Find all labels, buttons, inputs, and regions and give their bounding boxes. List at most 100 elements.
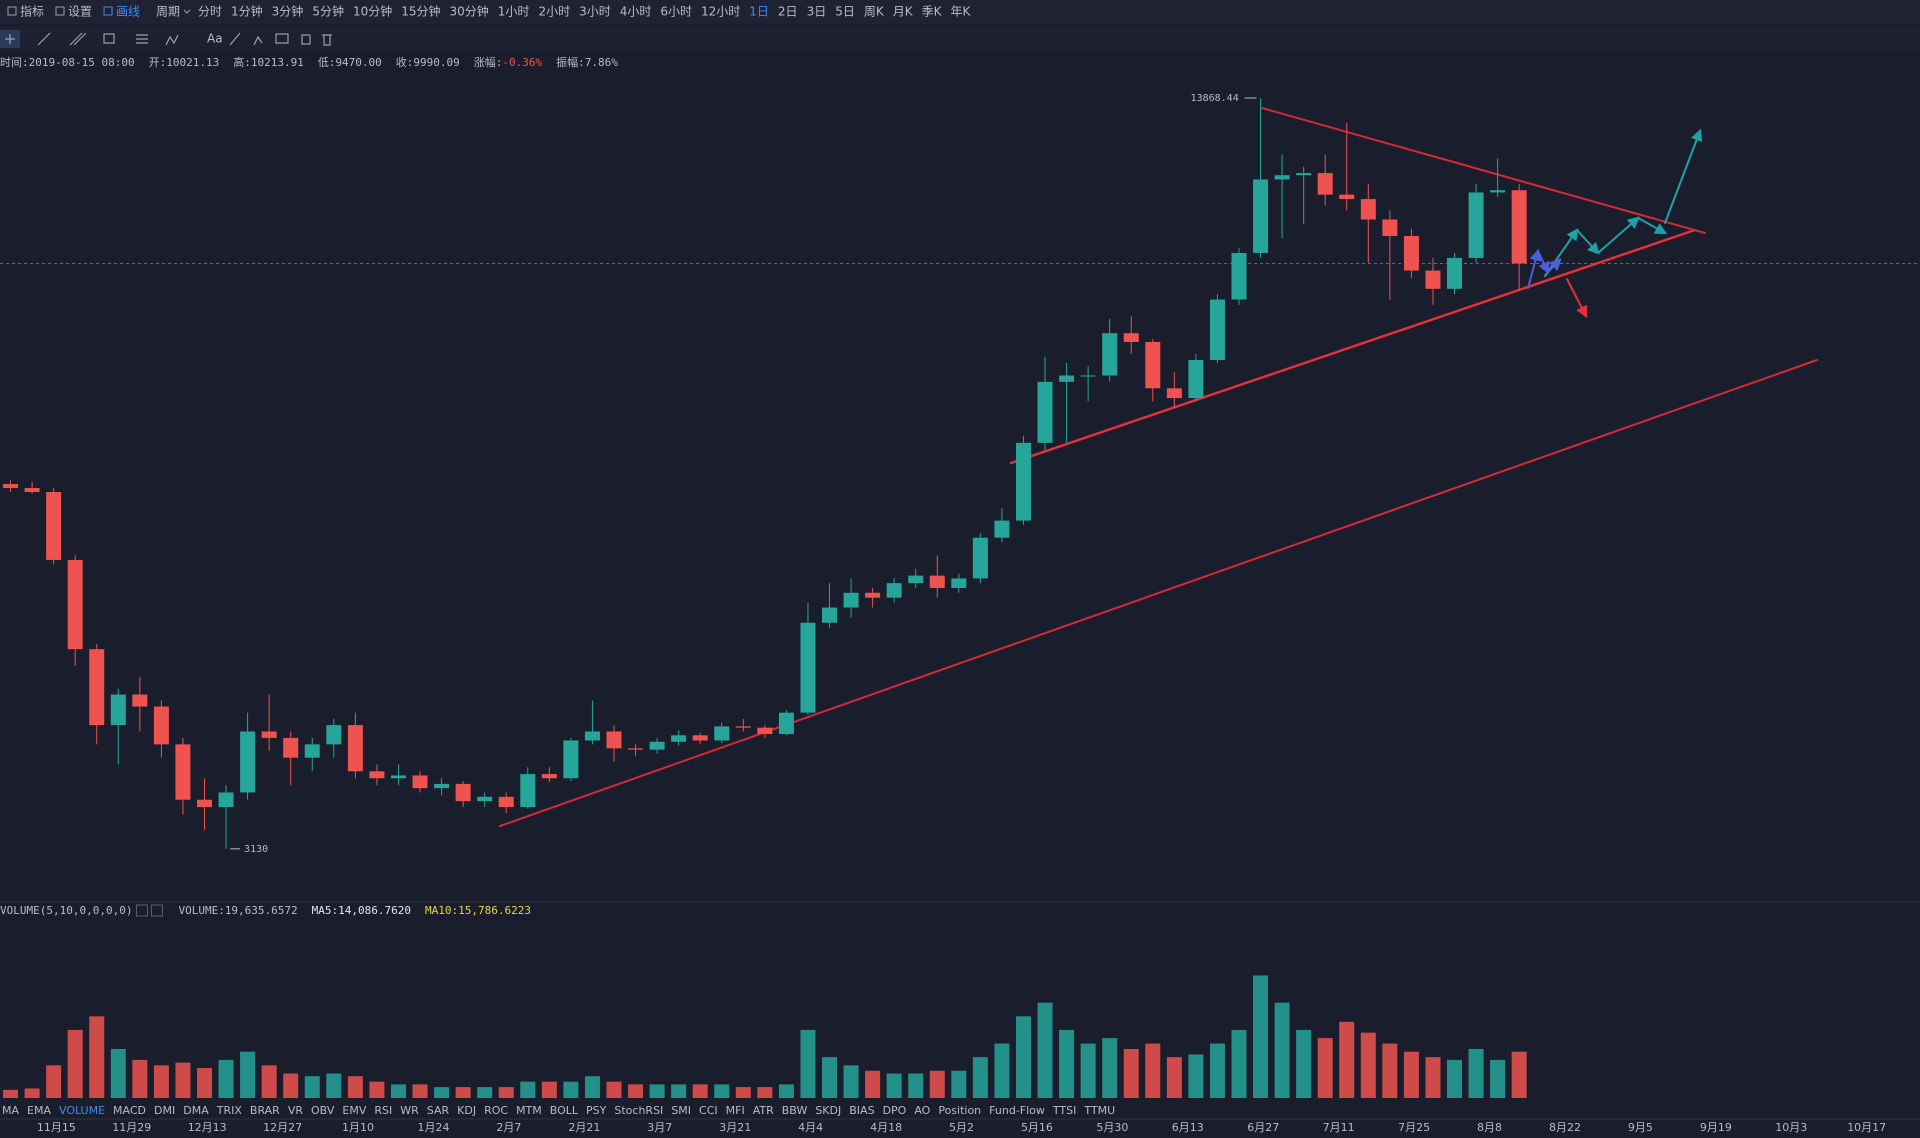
volume-bar xyxy=(520,1081,536,1098)
close-btn[interactable] xyxy=(150,904,163,917)
candle-body xyxy=(3,484,19,489)
period-option[interactable]: 6小时 xyxy=(660,5,692,19)
candle-body xyxy=(477,796,493,802)
indicator-tab[interactable]: OBV xyxy=(311,1104,335,1117)
candle-body xyxy=(606,731,622,749)
period-option[interactable]: 1小时 xyxy=(498,5,530,19)
period-option[interactable]: 分时 xyxy=(198,5,222,19)
period-option[interactable]: 3日 xyxy=(807,5,827,19)
period-option[interactable]: 5分钟 xyxy=(312,4,344,19)
indicator-tab[interactable]: SAR xyxy=(427,1104,450,1117)
indicator-tab[interactable]: Fund-Flow xyxy=(989,1104,1045,1117)
indicator-tab[interactable]: ROC xyxy=(484,1104,508,1117)
period-option[interactable]: 2小时 xyxy=(538,5,570,19)
candle-body xyxy=(908,575,924,584)
period-option[interactable]: 年K xyxy=(950,5,971,19)
period-option[interactable]: 15分钟 xyxy=(401,4,440,19)
indicator-tab[interactable]: ATR xyxy=(753,1104,774,1117)
volume-bar xyxy=(671,1084,687,1098)
volume-bar xyxy=(369,1081,385,1098)
indicator-tab[interactable]: MFI xyxy=(726,1104,745,1117)
indicator-tab[interactable]: VR xyxy=(288,1104,304,1117)
info-value: 10213.91 xyxy=(251,56,304,69)
period-option[interactable]: 周K xyxy=(864,5,885,19)
indicator-tab[interactable]: BOLL xyxy=(550,1104,579,1117)
period-option[interactable]: 1日 xyxy=(749,5,769,19)
candle-body xyxy=(1253,179,1269,253)
candle-body xyxy=(347,725,363,772)
indicator-tab[interactable]: RSI xyxy=(374,1104,392,1117)
indicator-tab[interactable]: EMV xyxy=(342,1104,366,1117)
period-label[interactable]: 周期 xyxy=(156,5,180,19)
candle-body xyxy=(175,744,191,800)
indicator-tab[interactable]: DMI xyxy=(154,1104,175,1117)
candle-body xyxy=(1511,190,1527,264)
candle-body xyxy=(304,744,320,758)
x-tick-label: 2月21 xyxy=(568,1121,600,1134)
candle-body xyxy=(1015,442,1031,521)
period-option[interactable]: 季K xyxy=(922,5,943,19)
indicator-tab[interactable]: StochRSI xyxy=(614,1104,663,1117)
indicator-tab[interactable]: DPO xyxy=(883,1104,907,1117)
indicator-tab[interactable]: KDJ xyxy=(457,1104,476,1117)
dropdown-caret xyxy=(183,9,191,14)
indicator-tab[interactable]: PSY xyxy=(586,1104,607,1117)
indicator-tab[interactable]: SMI xyxy=(671,1104,691,1117)
candle-body xyxy=(24,488,40,493)
indicator-tab[interactable]: BIAS xyxy=(849,1104,874,1117)
toolbar-item[interactable]: 画线 xyxy=(116,5,140,19)
indicator-tab[interactable]: WR xyxy=(400,1104,419,1117)
toolbar-icon xyxy=(55,6,65,16)
candle-body xyxy=(1037,381,1053,443)
indicator-tab[interactable]: BRAR xyxy=(250,1104,280,1117)
period-option[interactable]: 12小时 xyxy=(701,5,740,19)
indicator-tab[interactable]: CCI xyxy=(699,1104,718,1117)
indicator-tab[interactable]: VOLUME xyxy=(59,1104,105,1117)
period-option[interactable]: 1分钟 xyxy=(231,4,263,19)
indicator-tab[interactable]: MTM xyxy=(516,1104,542,1117)
x-tick-label: 2月7 xyxy=(496,1121,521,1134)
candle-body xyxy=(671,735,687,742)
period-option[interactable]: 2日 xyxy=(778,5,798,19)
indicator-tab[interactable]: DMA xyxy=(183,1104,209,1117)
period-option[interactable]: 4小时 xyxy=(620,5,652,19)
candle-body xyxy=(1080,375,1096,377)
indicator-tab[interactable]: TRIX xyxy=(216,1104,243,1117)
volume-bar xyxy=(326,1073,342,1098)
candle-body xyxy=(563,740,579,779)
period-option[interactable]: 3小时 xyxy=(579,5,611,19)
candle-body xyxy=(886,583,902,598)
period-option[interactable]: 3分钟 xyxy=(272,4,304,19)
volume-bar xyxy=(886,1073,902,1098)
period-option[interactable]: 10分钟 xyxy=(353,4,392,19)
volume-bar xyxy=(951,1070,967,1098)
toolbar-item[interactable]: 设置 xyxy=(68,5,92,19)
volume-stat-label: MA10: xyxy=(425,904,458,917)
period-option[interactable]: 月K xyxy=(893,5,914,19)
indicator-tab[interactable]: TTSI xyxy=(1052,1104,1076,1117)
indicator-tab[interactable]: SKDJ xyxy=(815,1104,841,1117)
indicator-tab[interactable]: EMA xyxy=(27,1104,51,1117)
info-label: 收: xyxy=(396,55,414,69)
arrow xyxy=(1664,128,1703,224)
period-option[interactable]: 5日 xyxy=(835,5,855,19)
indicator-tab[interactable]: AO xyxy=(914,1104,930,1117)
x-tick-label: 10月3 xyxy=(1775,1121,1807,1134)
settings-btn[interactable] xyxy=(135,904,148,917)
indicator-tab[interactable]: MACD xyxy=(113,1104,146,1117)
candle-body xyxy=(649,741,665,750)
candle-body xyxy=(778,712,794,735)
candle-body xyxy=(757,727,773,735)
x-tick-label: 8月8 xyxy=(1477,1121,1502,1134)
volume-bar xyxy=(240,1051,256,1098)
indicator-tab[interactable]: MA xyxy=(2,1104,19,1117)
indicator-tab[interactable]: Position xyxy=(938,1104,981,1117)
volume-bar xyxy=(606,1081,622,1098)
indicator-tab[interactable]: BBW xyxy=(782,1104,808,1117)
volume-bar xyxy=(1490,1059,1506,1098)
font-tool[interactable]: Aa xyxy=(207,32,223,46)
indicator-tab[interactable]: TTMU xyxy=(1083,1104,1115,1117)
toolbar-item[interactable]: 指标 xyxy=(20,4,44,19)
period-option[interactable]: 30分钟 xyxy=(450,4,489,19)
candle-body xyxy=(1447,257,1463,289)
